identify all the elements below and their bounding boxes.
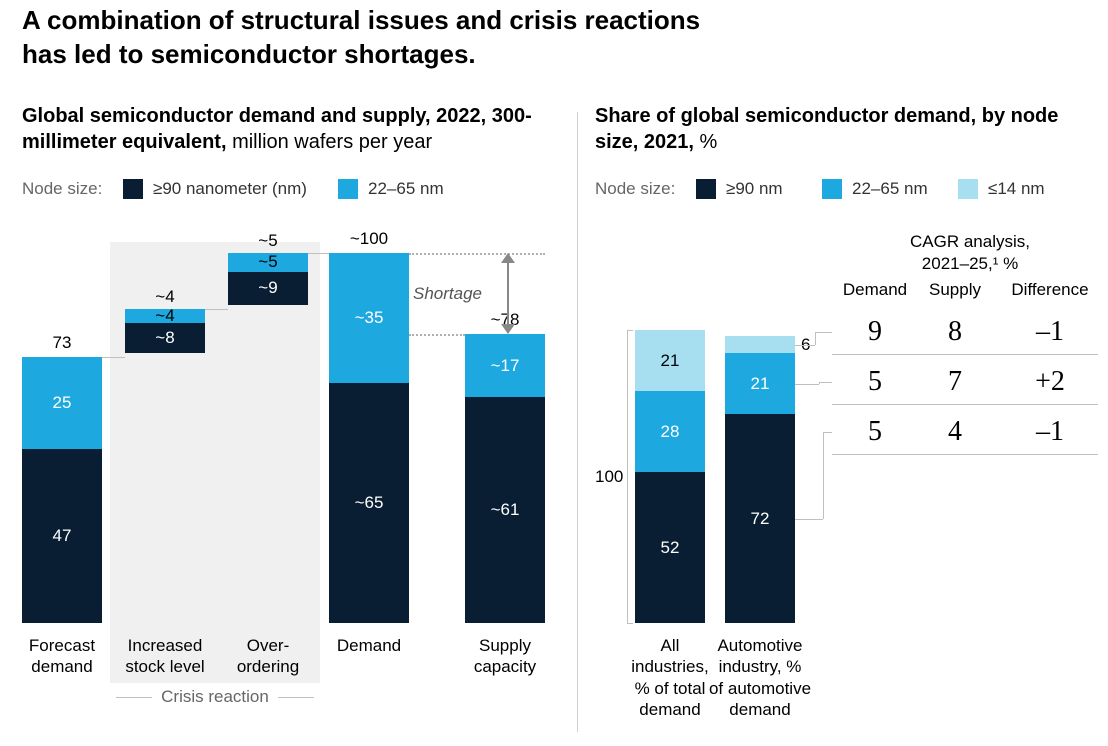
cagr-connector [795, 519, 823, 520]
cagr-title: CAGR analysis, 2021–25,¹ % [860, 231, 1080, 275]
shortage-label: Shortage [413, 284, 482, 304]
seg-label: ~5 [228, 252, 308, 272]
bar-over-ordering-mid-ext-label: ~5 [228, 231, 308, 251]
bar-over-ordering-seg-dark: ~9 [228, 272, 308, 305]
bar-forecast-seg-dark: 47 [22, 449, 102, 623]
left-legend: Node size: [22, 179, 102, 199]
bar-automotive-xlabel: Automotive industry, % of automotive dem… [705, 635, 815, 720]
cagr-val-0-supply: 8 [918, 316, 992, 348]
step-connector [205, 309, 228, 310]
legend-swatch-mid [338, 179, 358, 199]
legend-label-mid-r: 22–65 nm [852, 179, 928, 199]
cagr-col-2: Difference [1000, 280, 1100, 300]
cagr-connector [823, 432, 824, 519]
cagr-connector [815, 332, 816, 345]
legend-label-dark-r: ≥90 nm [726, 179, 783, 199]
cagr-val-2-demand: 5 [838, 416, 912, 448]
bar-all-industries-seg-dark: 52 [635, 472, 705, 623]
step-connector [102, 357, 125, 358]
legend-label-mid: 22–65 nm [368, 179, 444, 199]
left-legend-item-2: 22–65 nm [338, 179, 444, 199]
cagr-connector [815, 332, 832, 333]
right-legend-item-3: ≤14 nm [958, 179, 1045, 199]
right-legend-label: Node size: [595, 179, 675, 199]
left-legend-item-1: ≥90 nanometer (nm) [123, 179, 307, 199]
shortage-dotted-top [409, 253, 545, 255]
cagr-val-0-demand: 9 [838, 316, 912, 348]
scale-100-label: 100 [595, 467, 623, 487]
bar-all-industries-seg-light: 21 [635, 330, 705, 391]
right-panel-title-light: % [694, 131, 717, 153]
right-panel-title-bold: Share of global semiconductor demand, by… [595, 105, 1058, 153]
cagr-col-1: Supply [918, 280, 992, 300]
bar-demand-seg-dark: ~65 [329, 383, 409, 624]
bar-forecast-seg-mid: 25 [22, 357, 102, 450]
bar-demand-seg-mid: ~35 [329, 253, 409, 383]
arrow-head-down-icon [501, 324, 515, 334]
right-panel-title: Share of global semiconductor demand, by… [595, 103, 1095, 155]
bracket-tick [627, 623, 633, 624]
bar-forecast-top-label: 73 [22, 333, 102, 353]
cagr-rule-1 [832, 404, 1098, 405]
cagr-val-1-diff: +2 [1000, 366, 1100, 398]
cagr-val-2-diff: –1 [1000, 416, 1100, 448]
bar-demand-top-label: ~100 [329, 229, 409, 249]
bar-all-industries-seg-mid: 28 [635, 391, 705, 472]
bar-increased-stock-mid-ext-label: ~4 [125, 287, 205, 307]
cagr-val-1-supply: 7 [918, 366, 992, 398]
cagr-connector [823, 432, 832, 433]
cagr-col-0: Demand [838, 280, 912, 300]
bar-demand-xlabel: Demand [317, 635, 421, 656]
left-legend-label: Node size: [22, 179, 102, 199]
legend-swatch-dark-r [696, 179, 716, 199]
main-title: A combination of structural issues and c… [22, 4, 742, 72]
cagr-val-2-supply: 4 [918, 416, 992, 448]
bar-over-ordering-xlabel: Over- ordering [216, 635, 320, 678]
bar-automotive-seg-dark: 72 [725, 414, 795, 623]
bracket-vertical [627, 330, 628, 623]
legend-swatch-dark [123, 179, 143, 199]
shortage-arrow [507, 263, 509, 324]
bar-increased-stock-xlabel: Increased stock level [113, 635, 217, 678]
right-legend-item-1: ≥90 nm [696, 179, 783, 199]
cagr-rule-0 [832, 354, 1098, 355]
right-legend: Node size: [595, 179, 675, 199]
bar-increased-stock-seg-dark: ~8 [125, 323, 205, 353]
legend-swatch-mid-r [822, 179, 842, 199]
bar-supply-seg-dark: ~61 [465, 397, 545, 623]
left-panel-title-light: million wafers per year [227, 131, 433, 153]
bar-supply-xlabel: Supply capacity [453, 635, 557, 678]
bar-automotive-seg-mid: 21 [725, 353, 795, 414]
crisis-rule-left [116, 697, 152, 698]
legend-label-light-r: ≤14 nm [988, 179, 1045, 199]
bar-automotive-seg-light [725, 336, 795, 353]
cagr-val-1-demand: 5 [838, 366, 912, 398]
shortage-dotted-bot [409, 334, 465, 336]
bar-forecast-xlabel: Forecast demand [10, 635, 114, 678]
cagr-rule-2 [832, 454, 1098, 455]
cagr-connector [795, 384, 819, 385]
cagr-val-0-diff: –1 [1000, 316, 1100, 348]
cagr-connector [795, 345, 815, 346]
legend-swatch-light-r [958, 179, 978, 199]
seg-label: ~4 [125, 306, 205, 326]
legend-label-dark: ≥90 nanometer (nm) [153, 179, 307, 199]
panel-divider [577, 112, 578, 732]
cagr-connector [819, 382, 832, 383]
arrow-head-up-icon [501, 253, 515, 263]
left-panel-title: Global semiconductor demand and supply, … [22, 103, 552, 155]
step-connector [308, 253, 329, 254]
bar-supply-seg-mid: ~17 [465, 334, 545, 397]
crisis-rule-right [278, 697, 314, 698]
right-legend-item-2: 22–65 nm [822, 179, 928, 199]
